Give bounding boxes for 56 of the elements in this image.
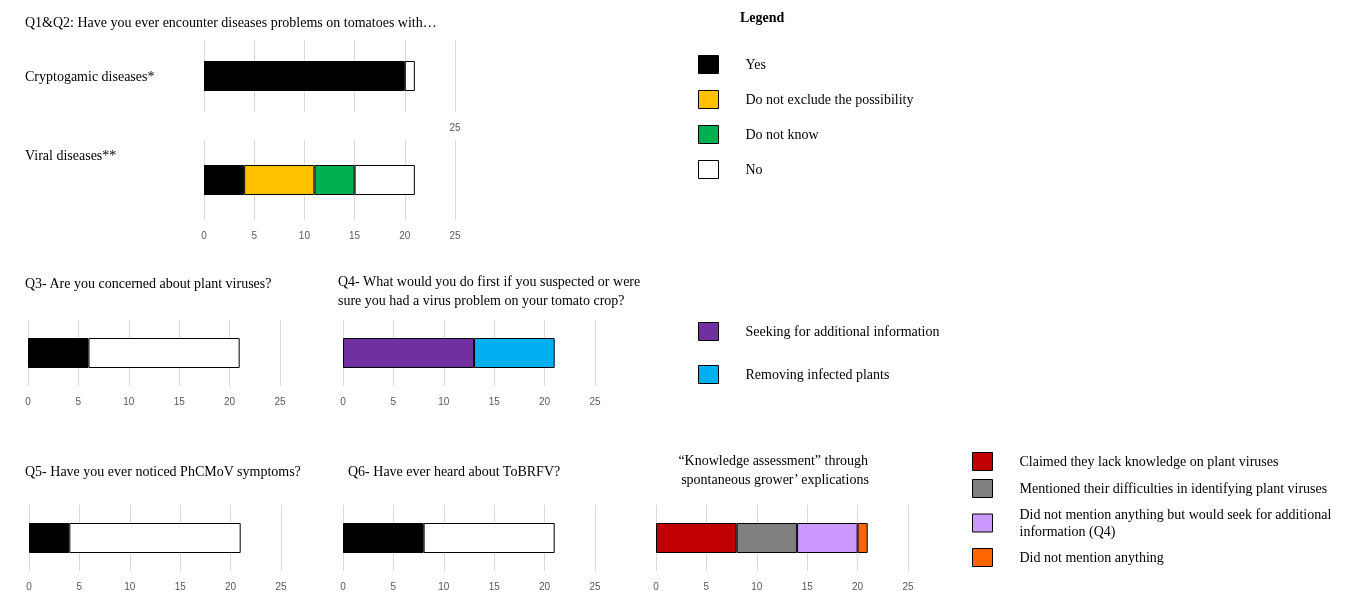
x-tick-label: 15 (173, 395, 186, 407)
legend-title: Legend (740, 9, 785, 25)
x-tick-label: 5 (76, 580, 83, 592)
x-tick-label: 10 (438, 395, 450, 407)
y-tick-label: Viral diseases** (25, 147, 117, 163)
x-tick-label: 0 (340, 395, 347, 407)
x-tick-label: 20 (399, 229, 411, 241)
chart-title: Q5- Have you ever noticed PhCMoV symptoms? (25, 464, 301, 479)
x-tick-label: 0 (26, 580, 33, 592)
legend-label: Claimed they lack knowledge on plant viruses (1019, 454, 1279, 469)
legend-label: Removing infected plants (745, 367, 890, 382)
x-tick-label: 10 (298, 229, 311, 241)
chart-title: Q6- Have ever heard about ToBRFV? (348, 464, 561, 479)
x-tick-label: 25 (275, 580, 287, 592)
chart-title: Q1&Q2: Have you ever encounter diseases problems on tomatoes with… (25, 15, 437, 30)
x-tick-label: 25 (449, 229, 461, 241)
x-tick-label: 0 (653, 580, 660, 592)
x-tick-label: 25 (589, 580, 601, 592)
x-tick-label: 0 (25, 395, 32, 407)
x-tick-label: 10 (124, 580, 136, 592)
chart-title: “Knowledge assessment” through spontaneous grower’ explications (678, 453, 872, 487)
legend-label: No (745, 162, 763, 177)
x-tick-label: 5 (251, 229, 258, 241)
legend-label: Did not mention anything (1019, 550, 1164, 565)
x-tick-label: 5 (390, 395, 397, 407)
x-tick-label: 25 (449, 121, 461, 133)
legend-label: Seeking for additional information (745, 324, 940, 339)
x-tick-label: 0 (201, 229, 208, 241)
legend-label: Yes (745, 57, 766, 72)
x-tick-label: 5 (75, 395, 82, 407)
x-tick-label: 15 (488, 395, 501, 407)
x-tick-label: 15 (488, 580, 501, 592)
legend-label: Do not know (745, 127, 820, 142)
x-tick-label: 20 (539, 580, 551, 592)
x-tick-label: 10 (751, 580, 763, 592)
x-tick-label: 20 (224, 395, 236, 407)
x-tick-label: 20 (539, 395, 551, 407)
x-tick-label: 15 (174, 580, 187, 592)
x-tick-label: 10 (123, 395, 135, 407)
x-tick-label: 20 (852, 580, 864, 592)
legend-label: Mentioned their difficulties in identifying plant viruses (1019, 481, 1328, 496)
x-tick-label: 25 (589, 395, 601, 407)
x-tick-label: 25 (274, 395, 286, 407)
chart-title: Q3- Are you concerned about plant viruses? (25, 276, 272, 291)
x-tick-label: 25 (902, 580, 914, 592)
x-tick-label: 15 (801, 580, 814, 592)
chart-title: Q4- What would you do first if you suspected or were sure you had a virus problem on your tomato crop? (338, 274, 644, 308)
x-tick-label: 5 (703, 580, 710, 592)
x-tick-label: 15 (349, 229, 361, 241)
x-tick-label: 5 (390, 580, 397, 592)
x-tick-label: 10 (438, 580, 450, 592)
x-tick-label: 0 (340, 580, 347, 592)
x-tick-label: 20 (225, 580, 237, 592)
y-tick-label: Cryptogamic diseases* (25, 68, 155, 84)
legend-label: Did not mention anything but would seek for additional information (Q4) (1019, 507, 1335, 540)
legend-label: Do not exclude the possibility (745, 92, 914, 107)
